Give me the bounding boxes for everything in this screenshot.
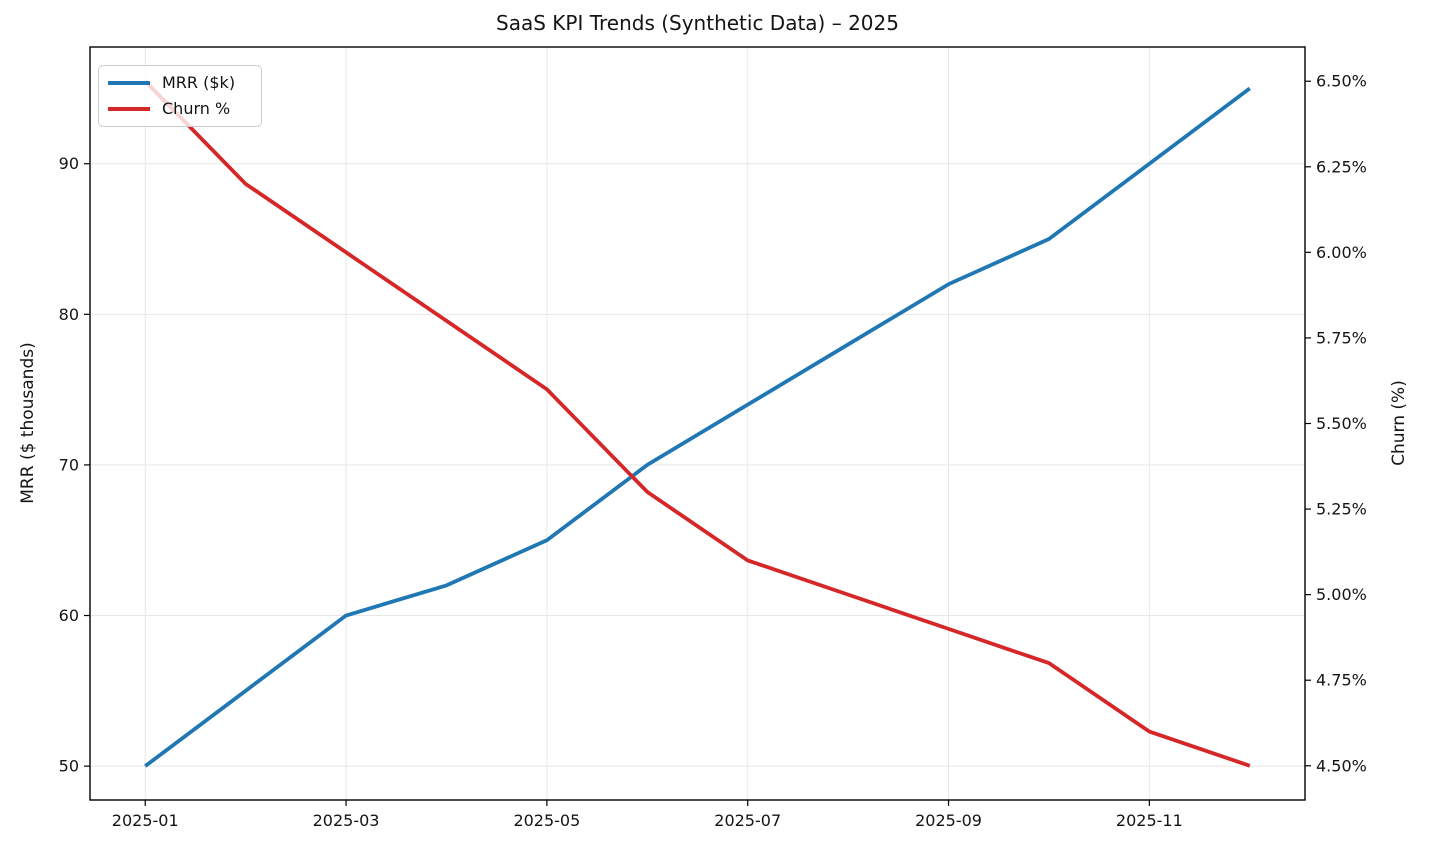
y-tick-label-left: 70 [59,455,79,474]
y-tick-label-right: 5.25% [1316,500,1367,519]
legend-line-sample-mrr [108,81,150,85]
chart-title: SaaS KPI Trends (Synthetic Data) – 2025 [496,11,899,35]
y-tick-label-right: 6.00% [1316,243,1367,262]
y-tick-label-left: 90 [59,154,79,173]
legend-line-sample-churn [108,107,150,111]
y-tick-label-right: 5.00% [1316,585,1367,604]
y-tick-label-right: 6.50% [1316,72,1367,91]
y-tick-label-left: 50 [59,757,79,776]
y-tick-label-right: 5.50% [1316,414,1367,433]
churn-line [143,79,1251,768]
y-tick-label-left: 60 [59,606,79,625]
legend: MRR ($k) Churn % [98,65,262,127]
right-axis-label: Churn (%) [1389,380,1409,466]
legend-label-churn: Churn % [162,99,231,118]
x-tick-label: 2025-03 [313,811,380,830]
y-tick-label-right: 4.75% [1316,671,1367,690]
y-tick-label-right: 6.25% [1316,157,1367,176]
x-tick-label: 2025-09 [915,811,982,830]
legend-item-churn: Churn % [108,101,261,117]
x-tick-label: 2025-07 [714,811,781,830]
x-tick-label: 2025-05 [513,811,580,830]
x-tick-label: 2025-11 [1116,811,1183,830]
left-axis-label: MRR ($ thousands) [18,342,38,504]
y-tick-label-right: 4.50% [1316,756,1367,775]
mrr-line [144,86,1251,768]
legend-item-mrr: MRR ($k) [108,75,261,91]
x-tick-label: 2025-01 [112,811,179,830]
y-tick-label-left: 80 [59,305,79,324]
y-tick-label-right: 5.75% [1316,328,1367,347]
legend-label-mrr: MRR ($k) [162,73,236,92]
